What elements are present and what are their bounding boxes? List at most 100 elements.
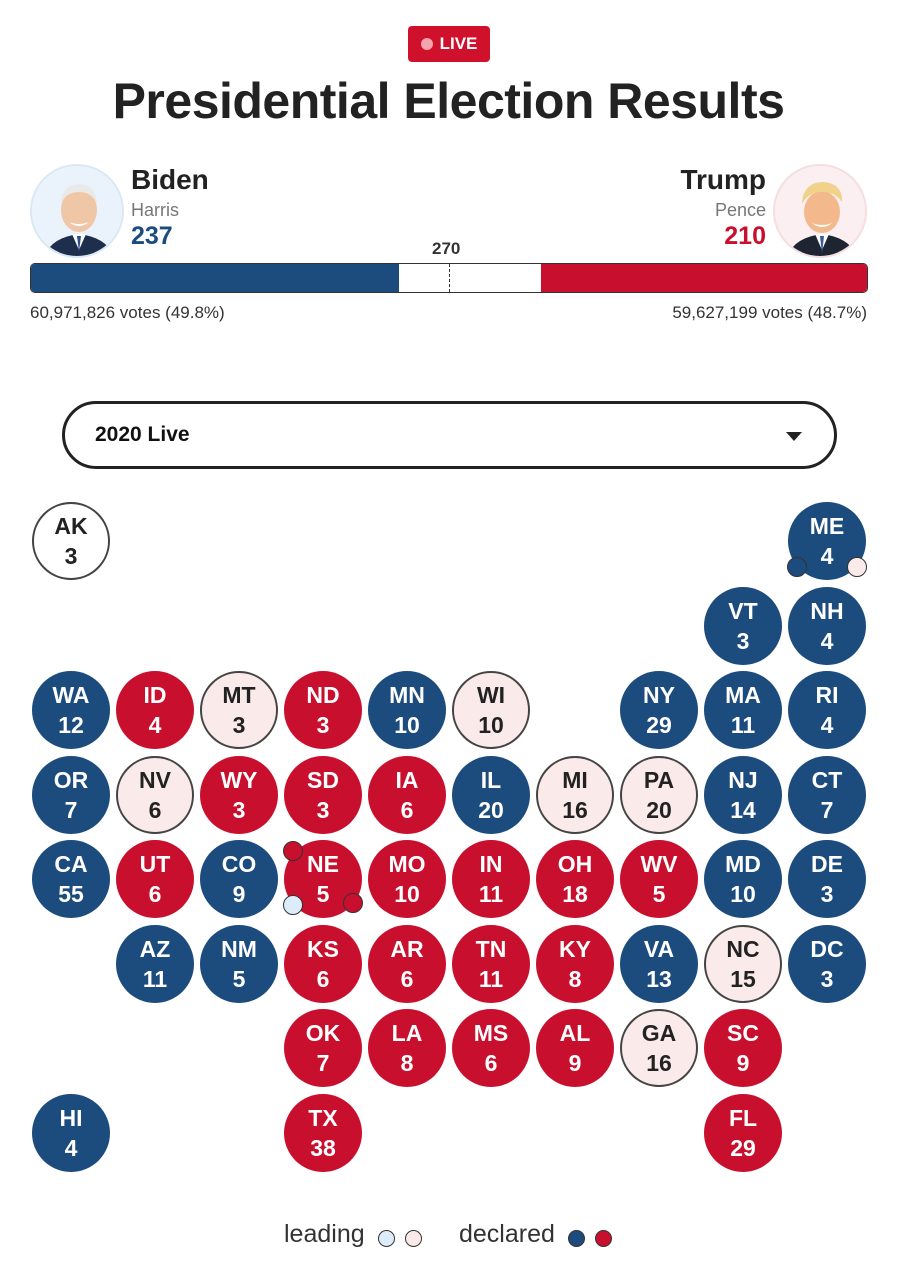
state-abbr: MN [389,682,425,708]
state-nd[interactable]: ND 3 [284,671,362,749]
state-vt[interactable]: VT 3 [704,586,782,665]
state-ri[interactable]: RI 4 [788,671,866,749]
state-abbr: MS [473,1020,509,1046]
state-abbr: OR [53,766,89,793]
state-abbr: CA [54,851,88,877]
state-sc[interactable]: SC 9 [704,1009,782,1087]
state-mn[interactable]: MN 10 [368,671,446,749]
state-mt[interactable]: MT 3 [200,671,278,749]
state-la[interactable]: LA 8 [368,1009,446,1087]
state-wa[interactable]: WA 12 [32,671,110,749]
state-electoral-votes: 7 [64,796,78,823]
biden-name: Biden [131,164,209,195]
state-electoral-votes: 6 [148,881,162,907]
state-abbr: CT [811,766,843,793]
leading-dem-swatch [378,1230,395,1247]
state-abbr: MT [222,682,256,708]
state-va[interactable]: VA 13 [620,924,698,1003]
state-hi[interactable]: HI 4 [32,1093,110,1172]
biden-avatar [30,164,124,258]
harris-name: Harris [131,200,179,220]
state-mi[interactable]: MI 16 [536,755,614,834]
dem-bar-segment [31,264,400,292]
state-wi[interactable]: WI 10 [452,671,530,749]
state-ks[interactable]: KS 6 [284,924,362,1003]
state-nc[interactable]: NC 15 [704,924,782,1003]
state-fl[interactable]: FL 29 [704,1093,782,1172]
state-abbr: DE [811,851,843,877]
state-dc[interactable]: DC 3 [788,924,866,1003]
state-nv[interactable]: NV 6 [116,755,194,834]
state-wv[interactable]: WV 5 [620,840,698,918]
state-ia[interactable]: IA 6 [368,755,446,834]
state-abbr: ND [306,682,340,708]
state-co[interactable]: CO 9 [200,840,278,918]
state-abbr: DC [810,935,844,962]
state-ms[interactable]: MS 6 [452,1009,530,1087]
state-abbr: MD [725,851,761,877]
state-abbr: VA [643,935,675,962]
state-ma[interactable]: MA 11 [704,671,782,749]
state-ky[interactable]: KY 8 [536,924,614,1003]
year-select-value: 2020 Live [95,423,190,446]
state-id[interactable]: ID 4 [116,671,194,749]
state-ca[interactable]: CA 55 [32,840,110,918]
state-wy[interactable]: WY 3 [200,755,278,834]
state-electoral-votes: 5 [316,881,330,907]
live-badge: LIVE [408,26,490,62]
year-select-dropdown[interactable]: 2020 Live [62,401,837,469]
state-abbr: WV [640,851,678,877]
state-ar[interactable]: AR 6 [368,924,446,1003]
state-pa[interactable]: PA 20 [620,755,698,834]
state-electoral-votes: 9 [232,881,246,907]
state-al[interactable]: AL 9 [536,1009,614,1087]
trump-popular-votes: 59,627,199 votes (48.7%) [672,303,867,322]
state-md[interactable]: MD 10 [704,840,782,918]
state-nm[interactable]: NM 5 [200,924,278,1003]
state-ut[interactable]: UT 6 [116,840,194,918]
state-ak[interactable]: AK 3 [32,502,110,580]
state-az[interactable]: AZ 11 [116,924,194,1003]
page-title: Presidential Election Results [112,73,785,129]
state-abbr: CO [221,851,257,877]
state-tx[interactable]: TX 38 [284,1093,362,1172]
state-electoral-votes: 29 [730,1134,756,1161]
state-electoral-votes: 11 [730,712,756,738]
state-tn[interactable]: TN 11 [452,924,530,1003]
state-abbr: KS [307,935,339,962]
state-nj[interactable]: NJ 14 [704,755,782,834]
state-ct[interactable]: CT 7 [788,755,866,834]
state-electoral-votes: 11 [142,965,168,992]
state-in[interactable]: IN 11 [452,840,530,918]
state-ok[interactable]: OK 7 [284,1009,362,1087]
state-nh[interactable]: NH 4 [788,586,866,665]
state-de[interactable]: DE 3 [788,840,866,918]
state-abbr: MO [388,851,426,877]
state-il[interactable]: IL 20 [452,755,530,834]
trump-electoral-votes: 210 [724,222,766,250]
state-abbr: GA [641,1020,677,1046]
state-electoral-votes: 18 [562,881,588,907]
state-electoral-votes: 5 [652,881,666,907]
state-me[interactable]: ME 4 [788,502,866,580]
state-ny[interactable]: NY 29 [620,671,698,749]
state-abbr: IN [479,851,503,877]
state-mo[interactable]: MO 10 [368,840,446,918]
state-electoral-votes: 10 [394,712,420,738]
declared-dem-swatch [568,1230,585,1247]
state-oh[interactable]: OH 18 [536,840,614,918]
state-sd[interactable]: SD 3 [284,755,362,834]
biden-electoral-votes: 237 [131,222,173,250]
state-electoral-votes: 8 [568,965,582,992]
state-abbr: OH [557,851,593,877]
caret-down-icon [786,432,802,441]
state-electoral-votes: 4 [820,627,834,654]
state-electoral-votes: 3 [232,796,246,823]
state-ga[interactable]: GA 16 [620,1009,698,1087]
trump-name: Trump [680,164,766,195]
state-ne[interactable]: NE 5 [284,840,362,918]
state-abbr: NE [307,851,339,877]
state-or[interactable]: OR 7 [32,755,110,834]
state-electoral-votes: 9 [736,1050,750,1076]
